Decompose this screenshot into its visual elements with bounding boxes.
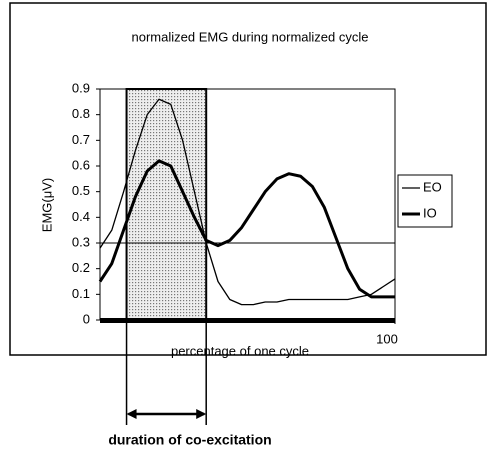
- chart-title: normalized EMG during normalized cycle: [132, 29, 369, 44]
- legend-box: [397, 174, 453, 228]
- x-axis-label: percentage of one cycle: [171, 343, 309, 358]
- y-axis-label: EMG(μV): [39, 178, 54, 232]
- y-tick-label: 0.2: [72, 260, 90, 275]
- y-tick-label: 0.3: [72, 234, 90, 249]
- y-tick-label: 0.7: [72, 132, 90, 147]
- y-tick-label: 0.6: [72, 157, 90, 172]
- x-axis: [100, 318, 395, 323]
- x-tick-label: 100: [376, 331, 398, 346]
- y-tick-label: 0.8: [72, 106, 90, 121]
- y-tick-label: 0.5: [72, 183, 90, 198]
- y-tick-label: 0: [83, 311, 90, 326]
- y-tick-label: 0.4: [72, 209, 90, 224]
- legend-label: IO: [423, 205, 437, 220]
- frame: [9, 2, 487, 356]
- series-line: [99, 98, 396, 306]
- series-line: [98, 159, 395, 299]
- y-tick-label: 0.1: [72, 286, 90, 301]
- legend-label: EO: [423, 179, 442, 194]
- shaded-range: [125, 88, 208, 321]
- annotation: duration of co-excitation: [108, 432, 271, 448]
- y-tick-label: 0.9: [72, 80, 90, 95]
